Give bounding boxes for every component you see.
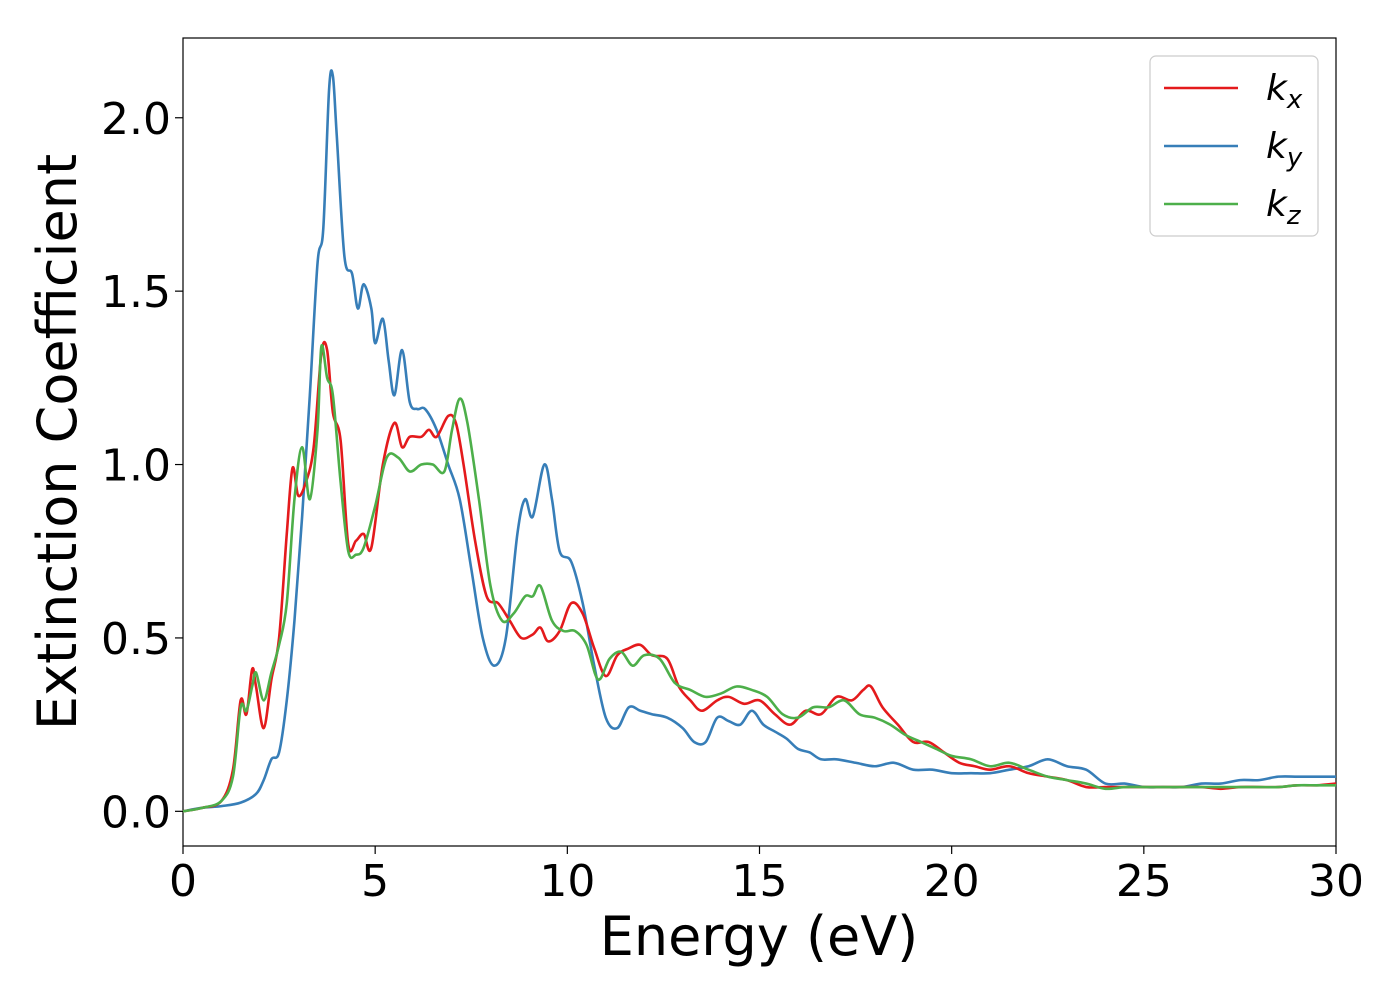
y-tick-label: 0.5	[101, 614, 171, 665]
legend-label: kx	[1266, 68, 1303, 115]
legend-label-subscript: y	[1286, 143, 1303, 173]
y-axis-title: Extinction Coefficient	[26, 154, 89, 730]
x-axis-title: Energy (eV)	[600, 905, 919, 968]
y-tick-label: 0.0	[101, 787, 171, 838]
series-line-kx	[182, 340, 1337, 813]
legend-label-base: k	[1266, 184, 1289, 225]
legend-label-base: k	[1266, 126, 1289, 167]
series-lines	[182, 69, 1337, 813]
x-tick-label: 10	[539, 856, 595, 907]
y-tick-label: 2.0	[101, 94, 171, 145]
legend-label: kz	[1266, 184, 1302, 231]
series-line-ky	[182, 69, 1336, 813]
y-tick-label: 1.0	[101, 441, 171, 492]
y-tick-label: 1.5	[101, 267, 171, 318]
x-tick-label: 0	[169, 856, 197, 907]
series-line-kz	[182, 343, 1337, 813]
legend-label: ky	[1266, 126, 1303, 173]
legend-label-subscript: z	[1286, 201, 1302, 231]
x-tick-label: 30	[1308, 856, 1364, 907]
x-tick-label: 20	[924, 856, 980, 907]
y-axis: 0.0 0.5 1.0 1.5 2.0	[101, 94, 183, 838]
x-tick-label: 5	[361, 856, 389, 907]
x-tick-label: 25	[1116, 856, 1172, 907]
x-axis: 0 5 10 15 20 25 30	[169, 846, 1364, 907]
legend-label-subscript: x	[1286, 85, 1303, 115]
legend-label-base: k	[1266, 68, 1289, 109]
x-tick-label: 15	[732, 856, 788, 907]
